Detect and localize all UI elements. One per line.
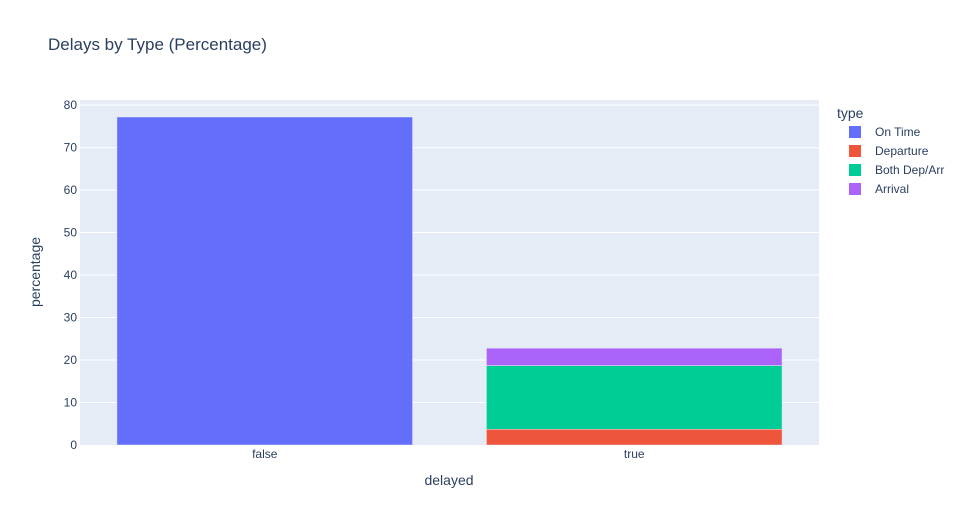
y-tick-label: 70 <box>64 141 78 155</box>
legend-title: type <box>837 105 864 121</box>
x-tick-labels: false true <box>252 447 645 461</box>
legend-label: Arrival <box>875 182 909 196</box>
x-axis-title: delayed <box>424 472 473 488</box>
x-tick-label: true <box>624 447 645 461</box>
legend-label: Departure <box>875 144 929 158</box>
legend-label: On Time <box>875 125 921 139</box>
legend-swatch <box>849 183 861 195</box>
y-tick-labels: 0 10 20 30 40 50 60 70 80 <box>64 98 78 452</box>
bars <box>116 116 783 446</box>
legend-swatch <box>849 126 861 138</box>
y-tick-label: 40 <box>64 268 78 282</box>
legend-swatch <box>849 145 861 157</box>
legend-item[interactable]: Departure <box>849 144 929 158</box>
bar-on-time-false[interactable] <box>116 116 413 446</box>
legend-item[interactable]: Arrival <box>849 182 909 196</box>
legend-swatch <box>849 164 861 176</box>
bar-arrival-true[interactable] <box>486 347 783 366</box>
x-tick-label: false <box>252 447 278 461</box>
y-tick-label: 10 <box>64 396 78 410</box>
legend-label: Both Dep/Arr <box>875 163 944 177</box>
y-tick-label: 30 <box>64 311 78 325</box>
legend-item[interactable]: Both Dep/Arr <box>849 163 944 177</box>
legend[interactable]: type On Time Departure Both Dep/Arr Arrival <box>837 105 944 196</box>
legend-item[interactable]: On Time <box>849 125 921 139</box>
y-tick-label: 60 <box>64 183 78 197</box>
y-tick-label: 20 <box>64 353 78 367</box>
y-tick-label: 80 <box>64 98 78 112</box>
chart-title: Delays by Type (Percentage) <box>48 35 267 54</box>
y-axis-title: percentage <box>27 237 43 307</box>
legend-items[interactable]: On Time Departure Both Dep/Arr Arrival <box>849 125 944 196</box>
bar-both-dep-arr-true[interactable] <box>486 365 783 430</box>
y-tick-label: 0 <box>70 438 77 452</box>
y-tick-label: 50 <box>64 226 78 240</box>
bar-departure-true[interactable] <box>486 429 783 446</box>
